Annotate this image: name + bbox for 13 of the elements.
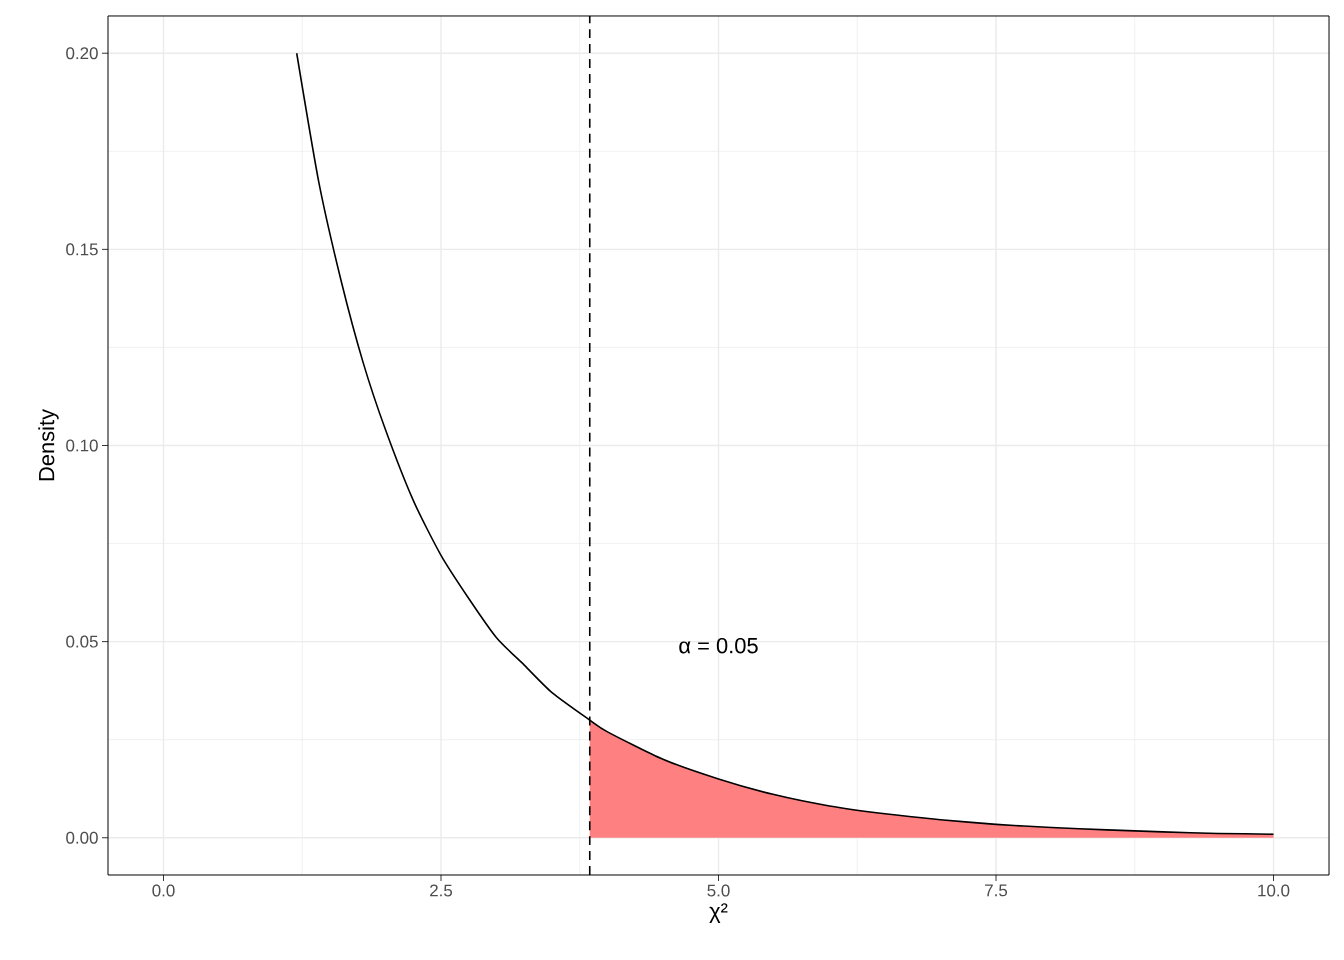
- y-tick-label: 0.10: [66, 439, 98, 452]
- x-tick-label: 7.5: [985, 884, 1008, 897]
- y-tick-label: 0.05: [66, 635, 98, 648]
- x-tick-label: 10.0: [1258, 884, 1290, 897]
- y-tick-label: 0.15: [66, 243, 98, 256]
- x-tick-label: 5.0: [707, 884, 730, 897]
- annotation: α = 0.05: [679, 637, 758, 654]
- y-axis-title: Density: [38, 409, 59, 481]
- x-tick-label: 0.0: [152, 884, 175, 897]
- x-tick-label: 2.5: [430, 884, 453, 897]
- x-axis-title: χ²: [709, 903, 728, 924]
- y-tick-label: 0.20: [66, 47, 98, 60]
- y-tick-label: 0.00: [66, 831, 98, 844]
